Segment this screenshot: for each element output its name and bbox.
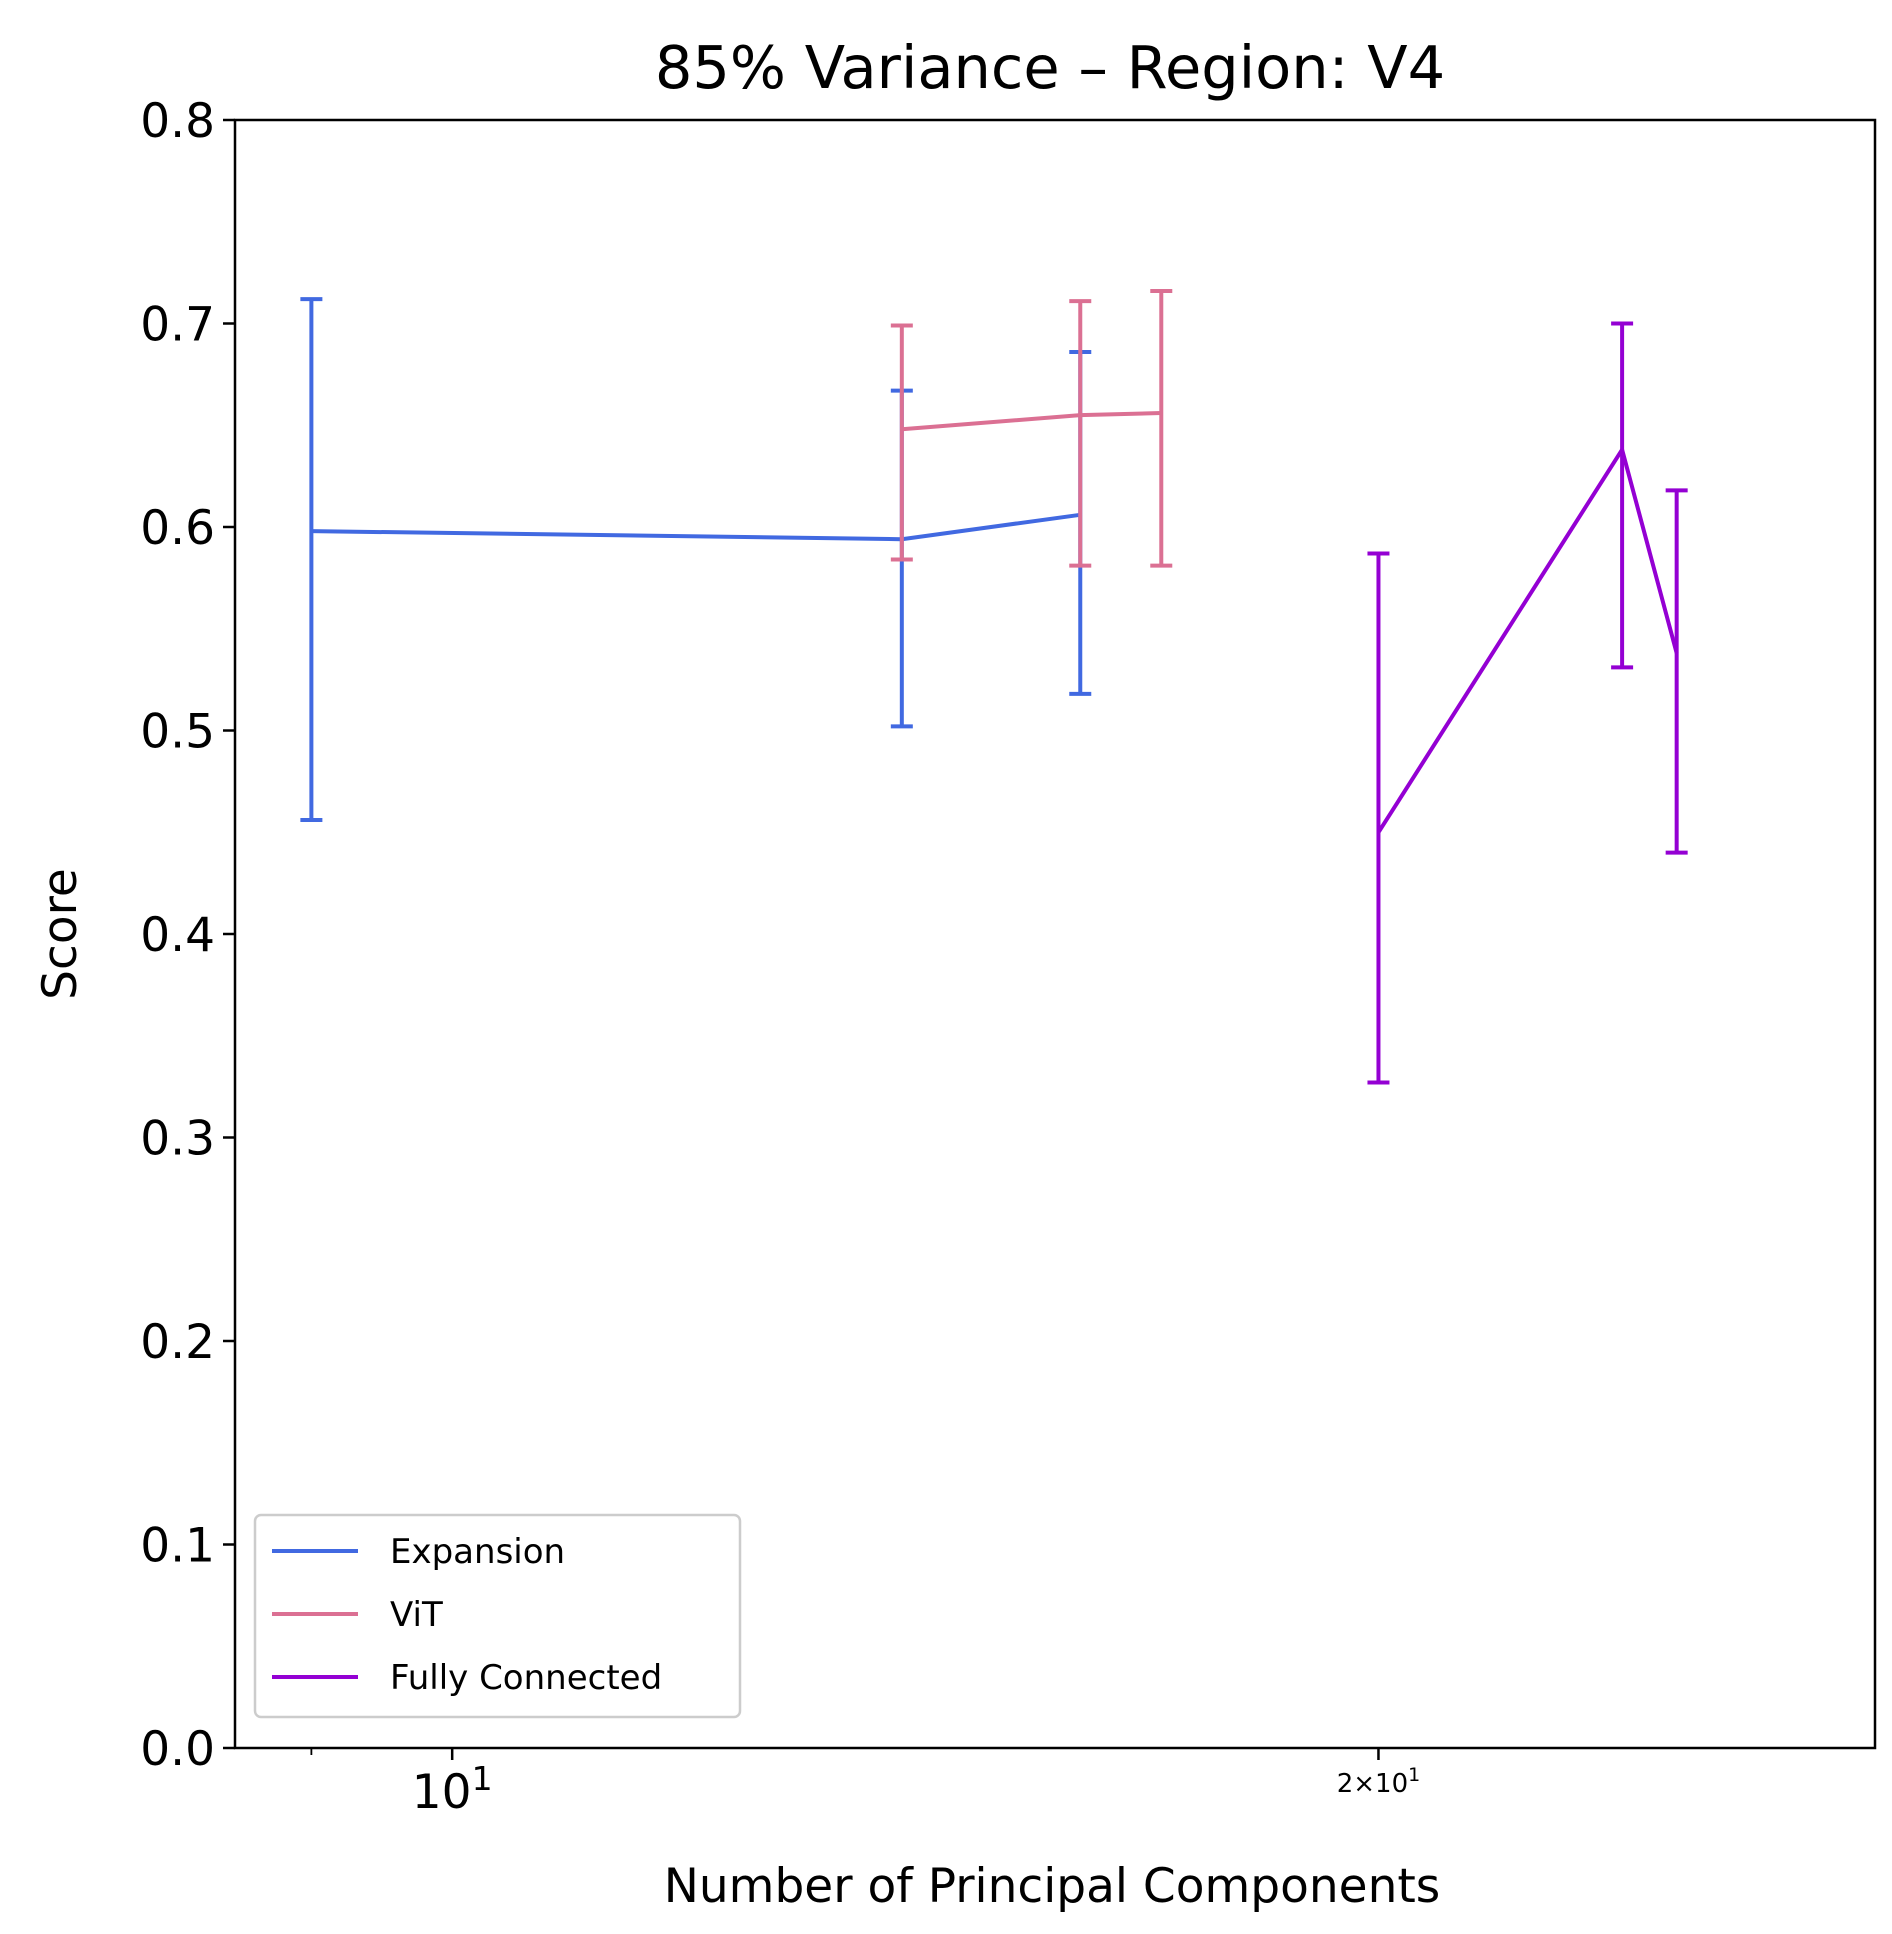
series-line-2 [1376, 444, 1679, 834]
series-line-0 [311, 512, 1081, 542]
y-tick-label: 0.4 [140, 908, 215, 963]
legend-label: Expansion [390, 1532, 565, 1572]
y-tick-label: 0.7 [140, 298, 215, 353]
y-axis: 0.0 0.1 0.2 0.3 0.4 0.5 0.6 0.7 0.8 [140, 94, 235, 1777]
y-tick-label: 0.8 [140, 94, 215, 149]
plot-area [300, 288, 1688, 1085]
plot-frame [233, 118, 1877, 1750]
y-tick-label: 0.0 [140, 1722, 215, 1777]
legend-label: Fully Connected [390, 1658, 662, 1698]
y-tick-label: 0.5 [140, 705, 215, 760]
legend: Expansion ViT Fully Connected [253, 1513, 742, 1719]
legend-label: ViT [390, 1595, 443, 1635]
x-axis: 101 2×101 [310, 1748, 1421, 1820]
y-tick-label: 0.6 [140, 501, 215, 556]
x-tick-label: 101 [412, 1759, 493, 1820]
x-tick-label: 2×101 [1337, 1764, 1421, 1799]
y-axis-label: Score [33, 868, 88, 1000]
chart-title: 85% Variance – Region: V4 [655, 33, 1445, 102]
y-tick-label: 0.1 [140, 1519, 215, 1574]
y-tick-label: 0.2 [140, 1315, 215, 1370]
series-line-1 [901, 411, 1162, 432]
legend-box [253, 1513, 742, 1719]
y-tick-label: 0.3 [140, 1112, 215, 1167]
x-axis-label: Number of Principal Components [664, 1859, 1441, 1914]
